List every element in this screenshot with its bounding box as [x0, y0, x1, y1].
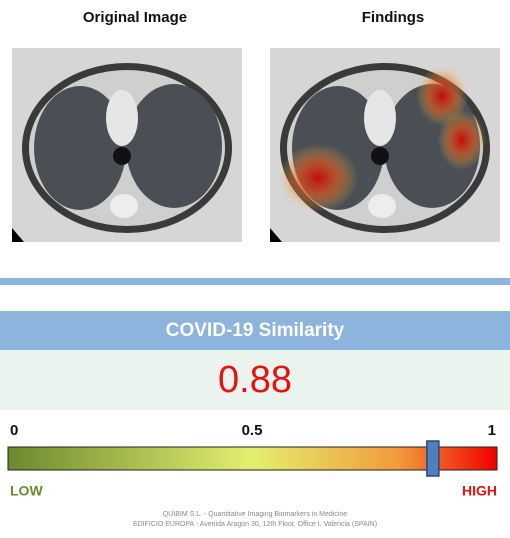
high-label: HIGH: [462, 483, 497, 499]
low-label: LOW: [10, 483, 43, 499]
score-value: 0.88: [218, 359, 292, 401]
footer-line: QUIBIM S.L. - Quantitative Imaging Bioma…: [163, 511, 348, 518]
scale-tick-label: 1: [488, 422, 496, 439]
scale-bar: [7, 446, 498, 471]
score-marker: [426, 440, 440, 477]
panel-title: Findings: [362, 9, 425, 26]
panel-title: Original Image: [83, 9, 187, 26]
scale-tick-label: 0: [10, 422, 18, 439]
similarity-title: COVID-19 Similarity: [166, 320, 345, 341]
ct-original: [12, 48, 242, 242]
similarity-header: [0, 311, 510, 350]
ct-findings: [270, 48, 500, 242]
footer-line: EDIFICIO EUROPA - Avenida Aragon 30, 12t…: [133, 521, 377, 528]
scale-tick-label: 0.5: [242, 422, 263, 439]
score-box: [0, 350, 510, 410]
divider: [0, 278, 510, 285]
